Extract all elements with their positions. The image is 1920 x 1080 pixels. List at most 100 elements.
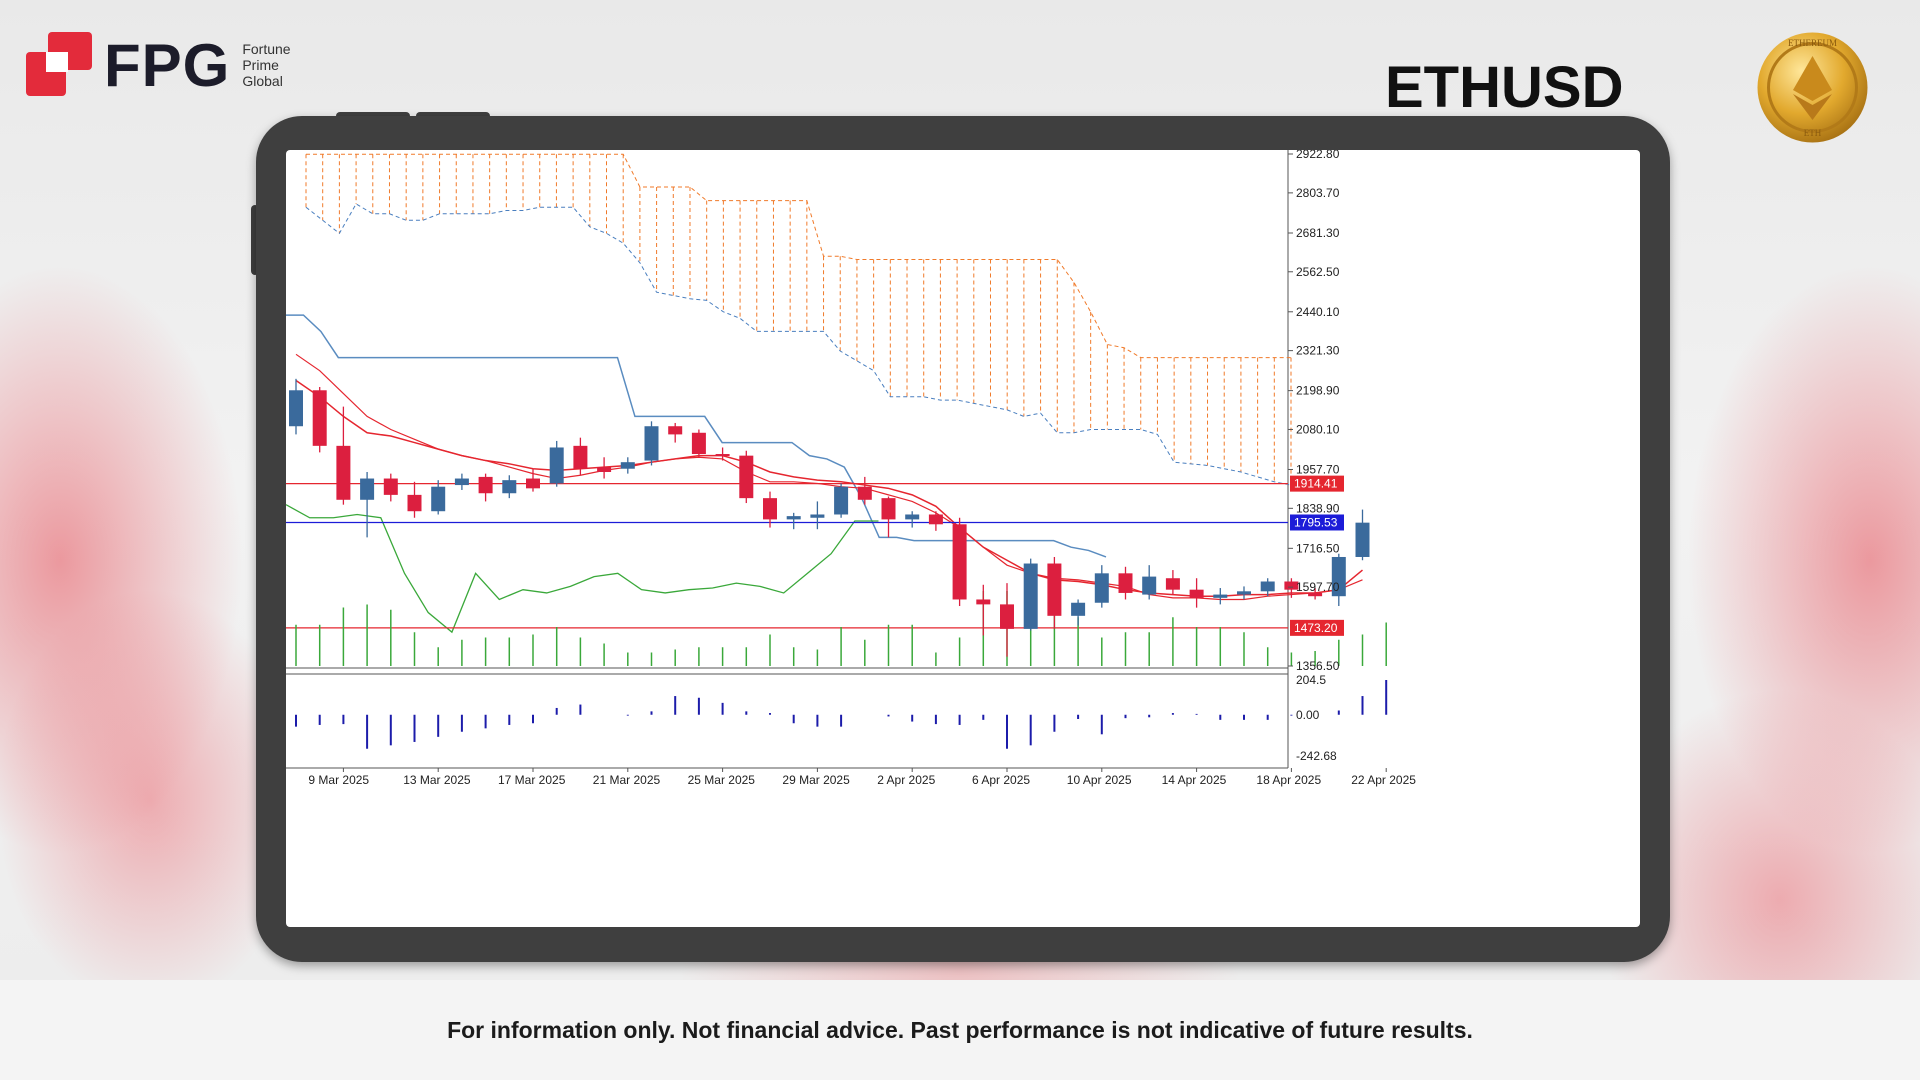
macd-axis-label: 0.00	[1296, 708, 1320, 722]
candle-bearish	[1165, 578, 1180, 590]
time-tick-label: 29 Mar 2025	[782, 773, 850, 787]
ethusd-chart: 2922.80 2803.70 2681.30 2562.50 2440.10 2321.…	[286, 150, 1416, 787]
candle-bullish	[644, 426, 659, 461]
candle-bearish	[928, 514, 943, 525]
candle-bullish	[1213, 594, 1228, 598]
candle-bearish	[1308, 592, 1323, 597]
candle-bullish	[834, 486, 849, 515]
price-tag-bg	[1290, 475, 1344, 492]
symbol-title: ETHUSD	[1385, 55, 1624, 120]
candle-bearish	[312, 390, 327, 446]
candle-bearish	[573, 445, 588, 469]
price-tick-label: 2321.30	[1296, 344, 1340, 358]
candle-bearish	[1189, 589, 1204, 598]
brand-line-2: Prime	[242, 57, 279, 73]
candle-bearish	[715, 454, 730, 457]
ethereum-coin-icon: ETHEREUM ETH	[1757, 32, 1868, 143]
price-tick-label: 1356.50	[1296, 659, 1340, 673]
candle-bearish	[336, 445, 351, 500]
ethereum-diamond-icon	[1793, 56, 1832, 101]
candle-bullish	[1094, 573, 1109, 603]
candle-bullish	[810, 514, 825, 518]
macd-axis-label: 204.5	[1296, 673, 1326, 687]
candle-bullish	[1331, 556, 1346, 597]
time-tick-label: 21 Mar 2025	[593, 773, 661, 787]
candle-bearish	[952, 524, 967, 600]
candle-bullish	[549, 447, 564, 484]
candle-bullish	[1071, 602, 1086, 616]
candle-bullish	[1142, 576, 1157, 595]
candle-bullish	[360, 478, 375, 500]
time-tick-label: 2 Apr 2025	[877, 773, 935, 787]
time-tick-label: 17 Mar 2025	[498, 773, 566, 787]
candle-bullish	[1355, 522, 1370, 557]
candle-bearish	[976, 599, 991, 605]
time-tick-label: 6 Apr 2025	[972, 773, 1030, 787]
candle-bearish	[1047, 563, 1062, 616]
tenkan-sen-line	[295, 379, 1363, 597]
candle-bullish	[786, 516, 801, 520]
candle-bearish	[739, 455, 754, 499]
price-tick-label: 2080.10	[1296, 422, 1340, 436]
price-tick-label: 2803.70	[1296, 186, 1340, 200]
price-tag-label: 1795.53	[1294, 515, 1338, 529]
kijun-sen-line	[286, 314, 1107, 558]
chikou-span-line	[286, 504, 879, 634]
candle-bearish	[691, 432, 706, 455]
time-tick-label: 14 Apr 2025	[1162, 773, 1227, 787]
time-tick-label: 25 Mar 2025	[688, 773, 756, 787]
time-tick-label: 13 Mar 2025	[403, 773, 471, 787]
candle-bearish	[857, 486, 872, 500]
price-tag-label: 1473.20	[1294, 621, 1338, 635]
candle-bullish	[1260, 581, 1275, 592]
price-tick-label: 2440.10	[1296, 305, 1340, 319]
time-tick-label: 9 Mar 2025	[308, 773, 369, 787]
time-tick-label: 10 Apr 2025	[1067, 773, 1132, 787]
candle-bearish	[478, 476, 493, 494]
candle-bullish	[1237, 591, 1251, 595]
candle-bearish	[763, 498, 777, 520]
price-tick-label: 2681.30	[1296, 226, 1340, 240]
candle-bearish	[1284, 581, 1299, 590]
brand-name: FPG	[104, 31, 231, 99]
time-tick-label: 18 Apr 2025	[1256, 773, 1321, 787]
candle-bullish	[454, 478, 469, 486]
macd-axis-label: -242.68	[1296, 749, 1337, 763]
candle-bullish	[620, 462, 635, 469]
price-tag-bg	[1290, 514, 1344, 531]
candle-bearish	[407, 494, 422, 512]
brand-line-3: Global	[242, 73, 283, 89]
price-tick-label: 1838.90	[1296, 501, 1340, 515]
price-tick-label: 2562.50	[1296, 265, 1340, 279]
price-tick-label: 1597.70	[1296, 580, 1340, 594]
time-tick-label: 22 Apr 2025	[1351, 773, 1416, 787]
candle-bearish	[383, 478, 398, 495]
disclaimer: For information only. Not financial advi…	[447, 1016, 1473, 1043]
price-tick-label: 1957.70	[1296, 462, 1340, 476]
senkou-span-b	[305, 203, 1292, 486]
senkou-span-a	[306, 153, 1291, 359]
fpg-logo-mark	[26, 32, 92, 96]
candle-bearish	[1000, 604, 1014, 629]
coin-bottom-text: ETH	[1804, 128, 1822, 138]
candle-bearish	[881, 498, 896, 520]
candle-bearish	[668, 426, 683, 435]
coin-top-text: ETHEREUM	[1788, 38, 1837, 48]
brand-subtitle: Fortune Prime Global	[242, 41, 290, 89]
price-tag-bg	[1290, 619, 1344, 636]
price-tick-label: 1716.50	[1296, 541, 1340, 555]
price-tick-label: 2922.80	[1296, 150, 1340, 161]
price-tag-label: 1914.41	[1294, 477, 1338, 491]
candle-bullish	[905, 514, 920, 520]
candle-bullish	[431, 486, 446, 512]
candle-bearish	[1118, 573, 1133, 593]
price-tick-label: 2198.90	[1296, 384, 1340, 398]
candle-bullish	[502, 480, 517, 494]
moving-average-line	[295, 353, 1363, 601]
tablet-side-button	[251, 205, 259, 275]
candle-bearish	[597, 467, 612, 472]
chart-screen: 2922.80 2803.70 2681.30 2562.50 2440.10 2321.…	[286, 150, 1640, 927]
fpg-logo: FPG Fortune Prime Global	[26, 30, 291, 100]
footer: For information only. Not financial advi…	[0, 980, 1920, 1080]
candle-bearish	[526, 478, 540, 489]
